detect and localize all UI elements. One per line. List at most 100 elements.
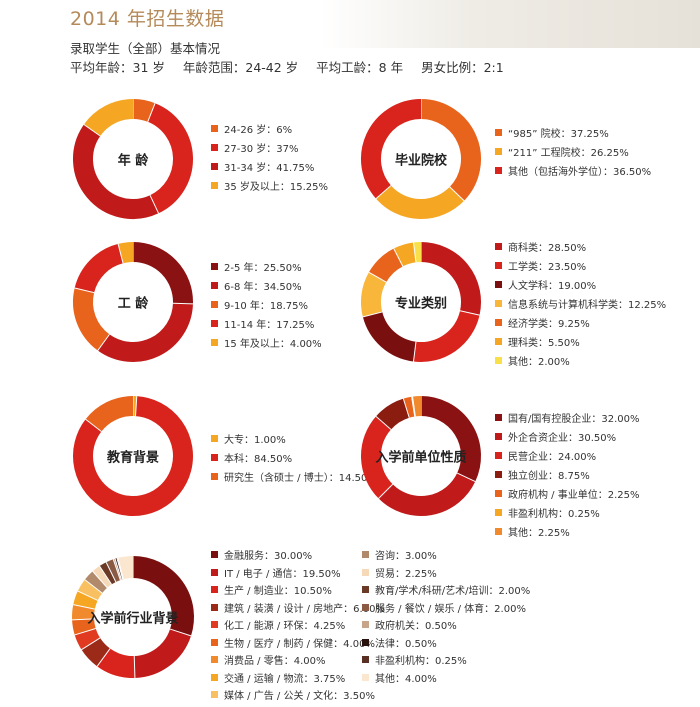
slice-separator — [375, 415, 392, 430]
stat-age-range: 年龄范围：24-42 岁 — [182, 60, 299, 75]
donut-slice — [362, 311, 417, 362]
slice-separator — [105, 562, 117, 583]
legend-swatch — [362, 673, 369, 681]
legend-label: IT / 电子 / 通信：19.50% — [224, 568, 341, 580]
donut-center-label: 工 龄 — [117, 296, 149, 312]
legend-swatch — [495, 148, 502, 155]
slice-separator — [85, 418, 102, 432]
donut-slice — [72, 604, 95, 620]
donut-slice — [72, 618, 96, 635]
donut-slice — [85, 396, 134, 432]
legend-item: 2-5 年：25.50% — [211, 259, 302, 274]
legend-item: 媒体 / 广告 / 公关 / 文化：3.50% — [211, 687, 375, 702]
donut-center-label: 毕业院校 — [394, 153, 448, 169]
section-subhead: 录取学生（全部）基本情况 — [70, 41, 221, 56]
slice-separator — [74, 627, 96, 636]
slice-separator — [459, 310, 480, 316]
legend-swatch — [495, 319, 502, 326]
donut-slice — [375, 185, 465, 219]
donut-center-label: 入学前单位性质 — [375, 450, 467, 466]
slice-separator — [77, 590, 98, 601]
legend-item: 独立创业：8.75% — [495, 467, 590, 482]
legend-label: 本科：84.50% — [224, 454, 293, 465]
legend-item: 11-14 年：17.25% — [211, 316, 314, 331]
legend-swatch — [362, 621, 369, 628]
legend-label: 生物 / 医疗 / 制药 / 保健：4.00% — [224, 638, 375, 650]
legend-label: “211” 工程院校：26.25% — [508, 148, 629, 159]
slice-separator — [172, 302, 193, 305]
legend-item: 人文学科：19.00% — [495, 277, 596, 292]
legend-label: 交通 / 运输 / 物流：3.75% — [224, 673, 346, 685]
legend-item: 24-26 岁：6% — [211, 121, 292, 136]
legend-label: 工学类：23.50% — [508, 262, 587, 273]
slice-separator — [412, 242, 417, 263]
legend-label: 大专：1.00% — [224, 435, 286, 446]
legend-swatch — [495, 490, 502, 497]
donut-slice — [73, 124, 159, 219]
legend-label: 民营企业：24.00% — [508, 452, 597, 463]
donut-slice — [118, 242, 134, 264]
slice-separator — [81, 637, 101, 651]
legend-swatch — [495, 243, 502, 250]
legend-label: 31-34 岁：41.75% — [224, 163, 315, 174]
legend-swatch — [211, 320, 218, 327]
header-decoration — [320, 0, 700, 48]
legend-item: 金融服务：30.00% — [211, 547, 312, 562]
donut-slice — [393, 242, 417, 267]
legend-item: 政府机构 / 事业单位：2.25% — [495, 486, 640, 501]
donut-center-label: 教育背景 — [106, 450, 160, 466]
legend-label: 2-5 年：25.50% — [224, 263, 302, 274]
legend-item: 服务 / 餐饮 / 娱乐 / 体育：2.00% — [362, 600, 526, 615]
slice-separator — [169, 628, 192, 637]
legend-item: 工学类：23.50% — [495, 258, 586, 273]
legend-swatch — [211, 435, 218, 442]
legend-swatch — [495, 471, 502, 478]
legend-swatch — [211, 263, 218, 270]
legend-swatch — [211, 656, 218, 663]
donut-slice — [77, 579, 103, 601]
stat-average-age: 平均年龄：31 岁 — [70, 60, 165, 75]
legend-item: 其他：2.25% — [495, 524, 570, 539]
slice-separator — [393, 248, 404, 267]
slice-separator — [112, 559, 121, 581]
legend-item: 化工 / 能源 / 环保：4.25% — [211, 617, 345, 632]
donut-slice — [83, 99, 134, 137]
slice-separator — [74, 287, 95, 294]
legend-label: 理科类：5.50% — [508, 338, 580, 349]
legend-label: 24-26 岁：6% — [224, 125, 293, 136]
legend-swatch — [211, 603, 218, 611]
legend-swatch — [211, 163, 218, 170]
slice-separator — [92, 570, 108, 589]
donut-slice — [92, 566, 112, 588]
donut-slice — [97, 648, 135, 678]
legend-item: 经济学类：9.25% — [495, 315, 590, 330]
legend-swatch — [495, 433, 502, 440]
legend-swatch — [211, 182, 218, 189]
legend-item: 外企合资企业：30.50% — [495, 429, 616, 444]
legend-item: 商科类：28.50% — [495, 239, 586, 254]
legend-label: 商科类：28.50% — [508, 243, 587, 254]
legend-swatch — [211, 621, 218, 628]
legend-label: 27-30 岁：37% — [224, 144, 299, 155]
legend-label: 非盈利机构：0.25% — [375, 656, 467, 667]
legend-item: 咨询：3.00% — [362, 547, 437, 562]
legend-item: “211” 工程院校：26.25% — [495, 144, 629, 159]
slice-separator — [362, 311, 383, 318]
legend-item: 政府机关：0.50% — [362, 617, 457, 632]
donut-slice — [378, 472, 476, 516]
legend-item: 民营企业：24.00% — [495, 448, 596, 463]
legend-label: 消费品 / 零售：4.00% — [224, 656, 326, 667]
donut-slice — [73, 591, 98, 610]
legend-swatch — [211, 282, 218, 289]
legend-swatch — [211, 568, 218, 576]
slice-separator — [117, 557, 124, 580]
legend-item: 建筑 / 装潢 / 设计 / 房地产：6.00% — [211, 600, 385, 615]
donut-slice — [412, 396, 422, 417]
legend-swatch — [495, 357, 502, 364]
legend-item: 教育/学术/科研/艺术/培训：2.00% — [362, 582, 530, 597]
legend-swatch — [362, 638, 369, 646]
legend-label: 外企合资企业：30.50% — [508, 433, 617, 444]
slice-separator — [83, 124, 101, 137]
legend-swatch — [495, 414, 502, 421]
legend-label: 非盈利机构：0.25% — [508, 509, 600, 520]
